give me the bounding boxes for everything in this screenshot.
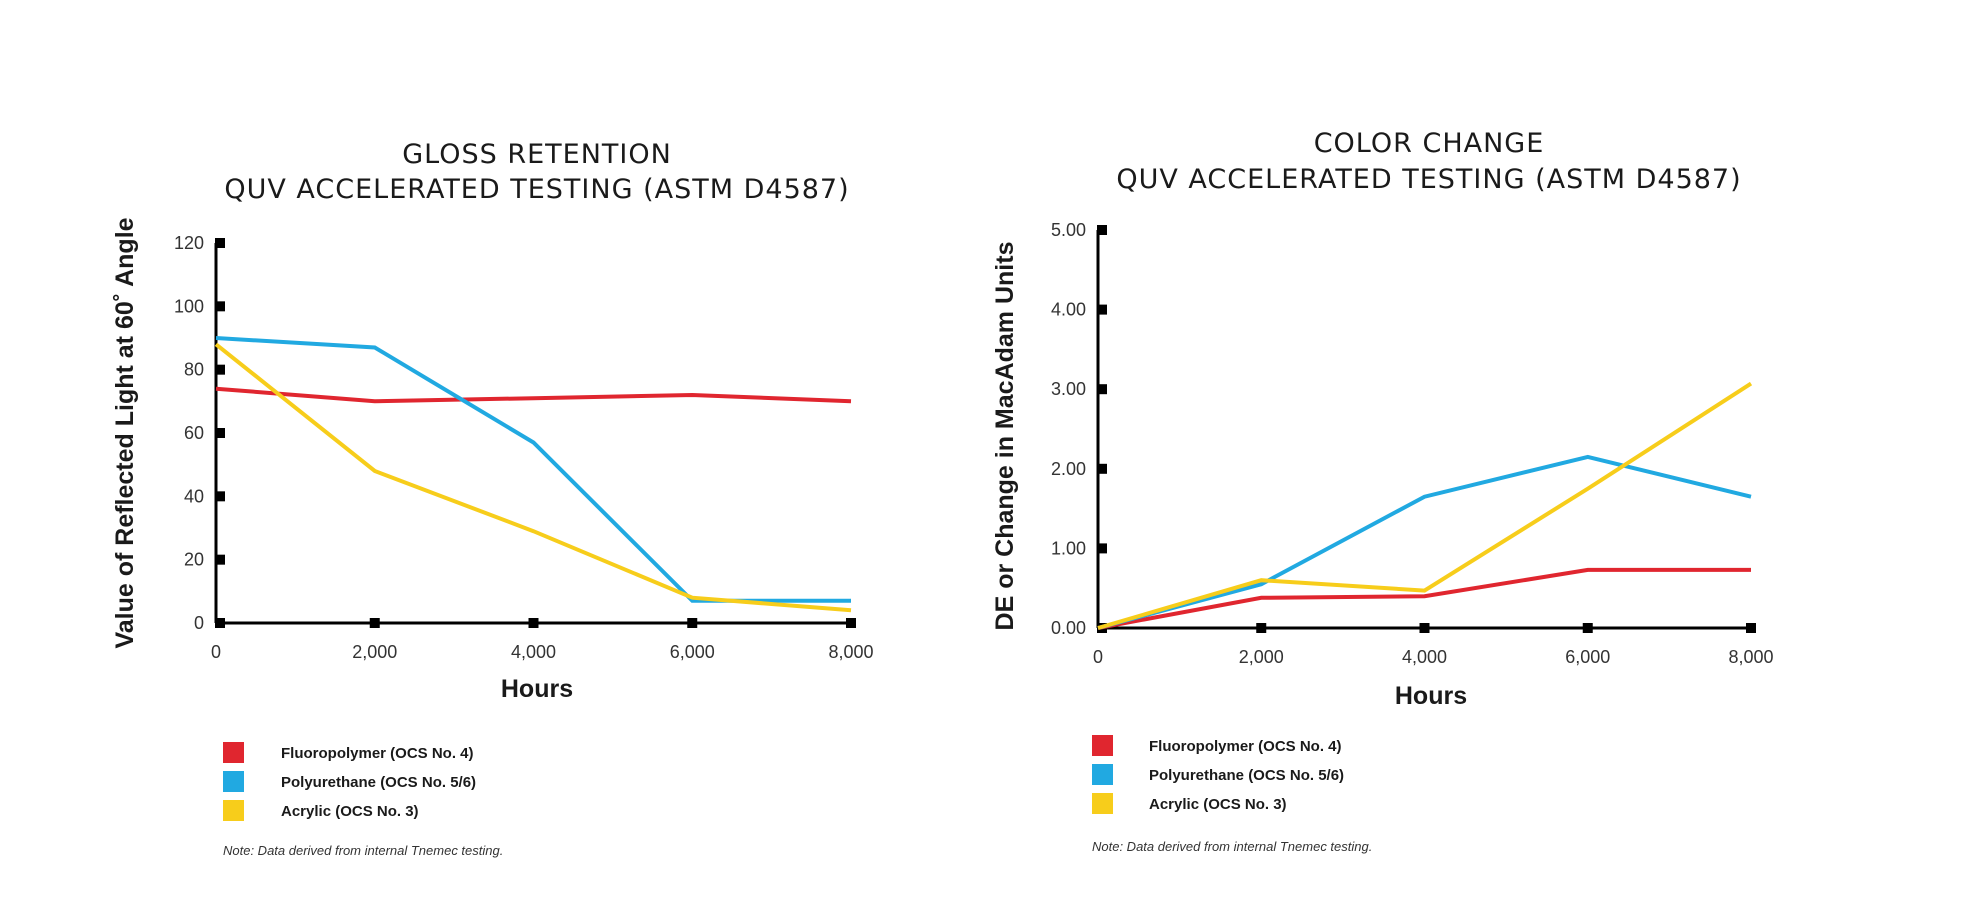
x-tick-mark [528, 618, 539, 628]
y-tick-label: 4.00 [1051, 300, 1086, 320]
x-tick-label: 0 [1093, 647, 1103, 667]
x-tick-label: 2,000 [352, 642, 397, 662]
legend-swatch-acrylic [223, 800, 244, 821]
x-tick-mark [1419, 623, 1430, 633]
y-tick-mark [215, 618, 225, 628]
series-lines [1097, 381, 1753, 630]
y-tick-label: 100 [174, 296, 204, 316]
y-tick-mark [215, 238, 225, 248]
x-tick-mark [687, 618, 698, 628]
series-line-polyurethane [215, 336, 851, 603]
y-axis-label: Value of Reflected Light at 60˚ Angle [111, 217, 139, 648]
y-tick-label: 3.00 [1051, 379, 1086, 399]
y-tick-mark [1097, 225, 1107, 235]
y-tick-label: 60 [184, 423, 204, 443]
y-tick-mark [215, 554, 225, 565]
series-line-polyurethane [1097, 454, 1752, 630]
x-tick-mark [1746, 623, 1756, 633]
note-text: Note: Data derived from internal Tnemec … [1092, 839, 1372, 854]
y-tick-label: 1.00 [1051, 538, 1086, 558]
legend-swatch-polyurethane [223, 771, 244, 792]
y-tick-label: 80 [184, 360, 204, 380]
y-tick-mark [215, 428, 225, 438]
y-tick-mark [1097, 463, 1107, 474]
x-ticks: 0 2,000 4,000 6,000 8,000 [211, 618, 874, 662]
color-change-chart: COLOR CHANGE QUV ACCELERATED TESTING (AS… [991, 128, 1774, 710]
y-tick-mark [215, 491, 225, 502]
legend-label-fluoropolymer: Fluoropolymer (OCS No. 4) [281, 745, 474, 762]
gloss-retention-chart: GLOSS RETENTION QUV ACCELERATED TESTING … [111, 139, 874, 703]
y-tick-label: 0.00 [1051, 618, 1086, 638]
axes [214, 243, 851, 625]
y-tick-mark [215, 301, 225, 312]
chart-subtitle: QUV ACCELERATED TESTING (ASTM D4587) [224, 174, 849, 205]
x-tick-label: 0 [211, 642, 221, 662]
x-ticks: 0 2,000 4,000 6,000 8,000 [1093, 623, 1774, 667]
x-tick-mark [369, 618, 380, 628]
x-tick-label: 4,000 [511, 642, 556, 662]
y-tick-label: 20 [184, 550, 204, 570]
chart-title: COLOR CHANGE [1314, 128, 1545, 159]
x-tick-label: 2,000 [1239, 647, 1284, 667]
y-axis-label: DE or Change in MacAdam Units [991, 242, 1019, 631]
legend-swatch-polyurethane [1092, 764, 1113, 785]
y-tick-mark [1097, 384, 1107, 395]
legend-swatch-fluoropolymer [1092, 735, 1113, 756]
x-tick-label: 6,000 [670, 642, 715, 662]
x-tick-label: 8,000 [1728, 647, 1773, 667]
series-lines [214, 336, 852, 613]
y-tick-label: 40 [184, 486, 204, 506]
y-ticks: 0 20 40 60 80 100 120 [174, 233, 225, 633]
x-tick-label: 6,000 [1565, 647, 1610, 667]
y-tick-mark [215, 364, 225, 375]
y-ticks: 0.00 1.00 2.00 3.00 4.00 5.00 [1051, 220, 1107, 638]
series-line-acrylic [214, 342, 852, 613]
series-line-fluoropolymer [215, 386, 852, 404]
y-tick-mark [1097, 543, 1107, 554]
x-axis-label: Hours [501, 675, 573, 703]
legend-swatch-fluoropolymer [223, 742, 244, 763]
note-text: Note: Data derived from internal Tnemec … [223, 843, 503, 858]
x-tick-mark [1582, 623, 1593, 633]
color-change-legend: Fluoropolymer (OCS No. 4) Polyurethane (… [1092, 735, 1372, 854]
legend-label-fluoropolymer: Fluoropolymer (OCS No. 4) [1149, 738, 1342, 755]
y-tick-label: 120 [174, 233, 204, 253]
x-tick-label: 4,000 [1402, 647, 1447, 667]
y-tick-label: 0 [194, 613, 204, 633]
series-line-fluoropolymer [1097, 567, 1751, 630]
series-line-acrylic [1097, 381, 1753, 630]
x-axis-label: Hours [1395, 682, 1467, 710]
y-tick-label: 2.00 [1051, 459, 1086, 479]
legend-label-polyurethane: Polyurethane (OCS No. 5/6) [281, 774, 476, 791]
legend-label-acrylic: Acrylic (OCS No. 3) [1149, 796, 1287, 813]
chart-title: GLOSS RETENTION [402, 139, 672, 170]
y-tick-mark [1097, 304, 1107, 315]
x-tick-mark [1256, 623, 1267, 633]
legend-label-polyurethane: Polyurethane (OCS No. 5/6) [1149, 767, 1344, 784]
gloss-legend: Fluoropolymer (OCS No. 4) Polyurethane (… [223, 742, 503, 858]
legend-swatch-acrylic [1092, 793, 1113, 814]
legend-label-acrylic: Acrylic (OCS No. 3) [281, 803, 419, 820]
x-tick-label: 8,000 [828, 642, 873, 662]
y-tick-label: 5.00 [1051, 220, 1086, 240]
chart-subtitle: QUV ACCELERATED TESTING (ASTM D4587) [1116, 164, 1741, 195]
x-tick-mark [846, 618, 856, 628]
